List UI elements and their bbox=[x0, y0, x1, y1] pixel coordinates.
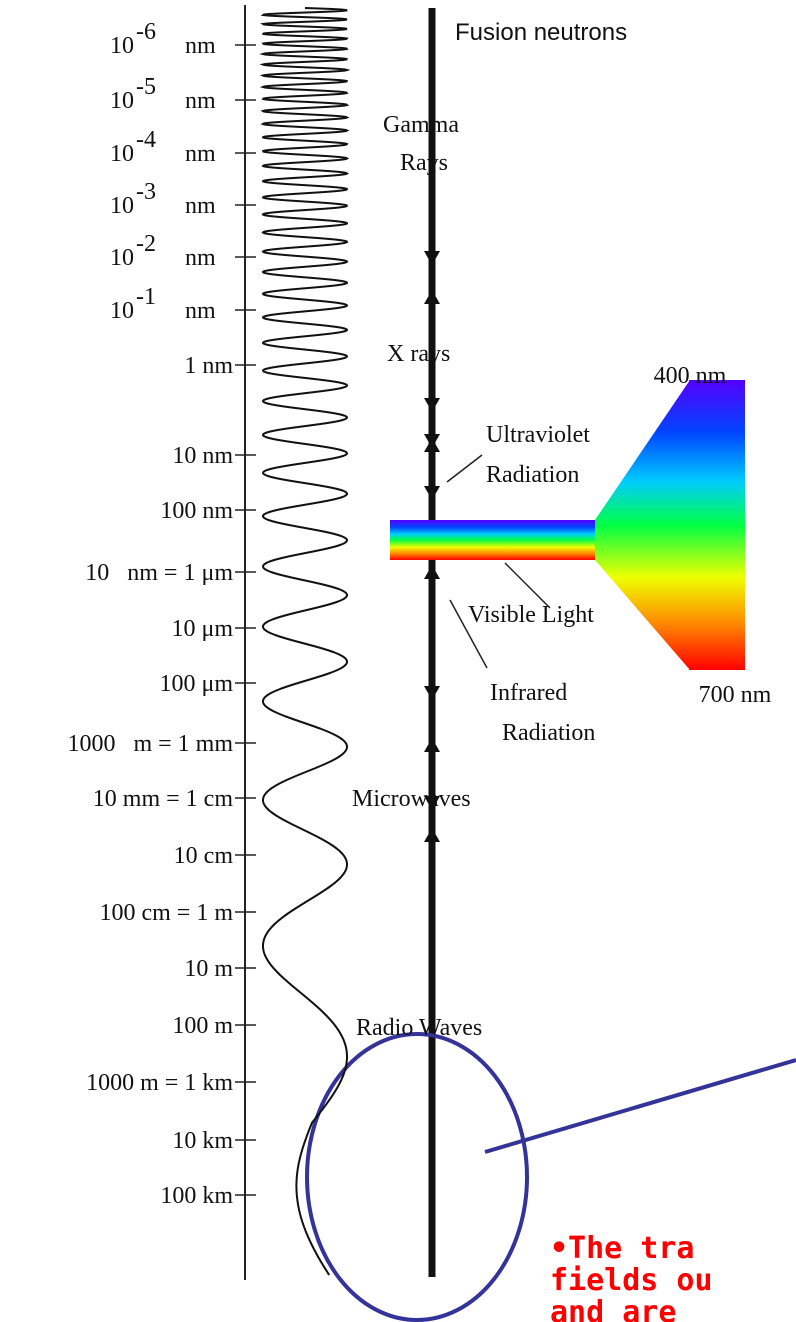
scale-label: 10 mm = 1 cm bbox=[93, 786, 234, 812]
visible-spread bbox=[689, 380, 745, 670]
arrowhead bbox=[424, 686, 440, 700]
wave bbox=[259, 7, 351, 1276]
scale-label: 10 cm bbox=[174, 843, 234, 869]
scale-label: 10 bbox=[110, 245, 134, 271]
leader-line bbox=[446, 454, 483, 483]
scale-label: 10 bbox=[110, 141, 134, 167]
scale-label: 10 bbox=[110, 298, 134, 324]
scale-label: 100 cm = 1 m bbox=[99, 900, 233, 926]
arrowhead bbox=[424, 434, 440, 448]
band-label: Rays bbox=[400, 150, 448, 176]
scale-label: 10 bbox=[110, 193, 134, 219]
band-label: Ultraviolet bbox=[486, 422, 590, 448]
scale-label: 100 m bbox=[172, 1013, 233, 1039]
scale-exponent: -4 bbox=[136, 127, 156, 153]
scale-unit: nm bbox=[185, 141, 216, 167]
arrowhead bbox=[424, 828, 440, 842]
note-line: fields ou bbox=[550, 1263, 713, 1298]
arrowhead bbox=[424, 486, 440, 500]
scale-label: 100 km bbox=[160, 1183, 233, 1209]
band-label: Radiation bbox=[486, 462, 579, 488]
visible-beam bbox=[390, 520, 595, 560]
band-label: Microwaves bbox=[352, 786, 471, 812]
band-label: Gamma bbox=[383, 112, 459, 138]
scale-exponent: -3 bbox=[136, 179, 156, 205]
note-line: •The tra bbox=[550, 1231, 695, 1266]
arrowhead bbox=[424, 290, 440, 304]
scale-label: 10 m bbox=[184, 956, 233, 982]
band-label: Visible Light bbox=[468, 602, 594, 628]
scale-label: 1000 m = 1 mm bbox=[67, 731, 233, 757]
arrowhead bbox=[424, 565, 440, 579]
leader-line bbox=[449, 599, 488, 669]
scale-label: 100 nm bbox=[160, 498, 233, 524]
scale-label: 1 nm bbox=[184, 353, 233, 379]
scale-label: 1000 m = 1 km bbox=[86, 1070, 233, 1096]
scale-exponent: -6 bbox=[136, 19, 156, 45]
spectrum-label: 400 nm bbox=[654, 363, 727, 389]
scale-label: 10 bbox=[110, 88, 134, 114]
arrowhead bbox=[424, 796, 440, 810]
arrowhead bbox=[424, 251, 440, 265]
note-line: and are bbox=[550, 1295, 676, 1322]
arrowhead bbox=[424, 398, 440, 412]
leader-line bbox=[504, 562, 551, 609]
scale-exponent: -1 bbox=[136, 284, 156, 310]
highlight-circle bbox=[305, 1032, 529, 1322]
scale-label: 10 nm bbox=[172, 443, 233, 469]
scale-unit: nm bbox=[185, 33, 216, 59]
band-label: Radiation bbox=[502, 720, 595, 746]
scale-label: 10 km bbox=[172, 1128, 233, 1154]
scale-unit: nm bbox=[185, 193, 216, 219]
scale-label: 10 bbox=[110, 33, 134, 59]
band-label: Fusion neutrons bbox=[455, 19, 627, 46]
scale-exponent: -2 bbox=[136, 231, 156, 257]
scale-exponent: -5 bbox=[136, 74, 156, 100]
band-label: Radio Waves bbox=[356, 1015, 482, 1041]
visible-fan bbox=[595, 380, 690, 670]
scale-label: 100 μm bbox=[159, 671, 233, 697]
scale-unit: nm bbox=[185, 245, 216, 271]
scale-label: 10 μm bbox=[171, 616, 233, 642]
pointer-line bbox=[484, 1058, 796, 1154]
scale-label: 10 nm = 1 μm bbox=[85, 560, 233, 586]
spectrum-label: 700 nm bbox=[699, 682, 772, 708]
band-label: X rays bbox=[387, 341, 450, 367]
arrowhead bbox=[424, 738, 440, 752]
band-label: Infrared bbox=[490, 680, 567, 706]
scale-unit: nm bbox=[185, 88, 216, 114]
scale-unit: nm bbox=[185, 298, 216, 324]
